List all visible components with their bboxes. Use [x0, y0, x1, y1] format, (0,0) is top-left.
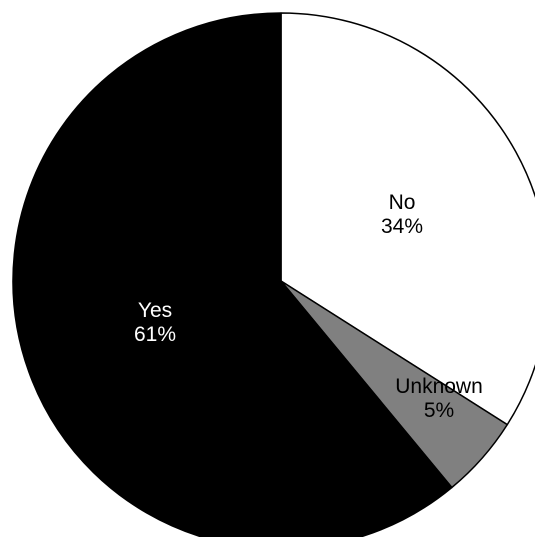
pie-slice-no — [280, 12, 535, 426]
slice-percent-no: 34% — [381, 215, 423, 238]
slice-label-unknown: Unknown — [395, 375, 483, 398]
slice-percent-unknown: 5% — [424, 399, 454, 422]
pie-slice-yes — [12, 12, 453, 537]
slice-label-no: No — [389, 191, 416, 214]
slice-percent-yes: 61% — [134, 323, 176, 346]
slice-label-yes: Yes — [138, 299, 172, 322]
